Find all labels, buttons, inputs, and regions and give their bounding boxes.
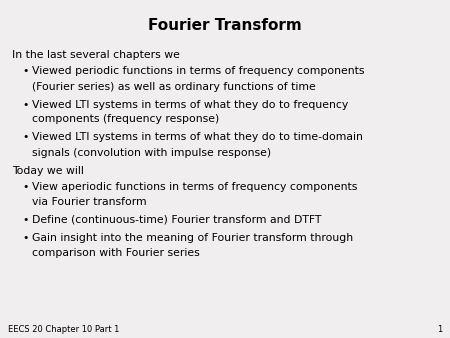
Text: In the last several chapters we: In the last several chapters we	[12, 50, 180, 60]
Text: EECS 20 Chapter 10 Part 1: EECS 20 Chapter 10 Part 1	[8, 325, 119, 334]
Text: •: •	[22, 182, 28, 192]
Text: •: •	[22, 67, 28, 76]
Text: 1: 1	[437, 325, 442, 334]
Text: via Fourier transform: via Fourier transform	[32, 197, 147, 207]
Text: (Fourier series) as well as ordinary functions of time: (Fourier series) as well as ordinary fun…	[32, 81, 316, 92]
Text: Viewed periodic functions in terms of frequency components: Viewed periodic functions in terms of fr…	[32, 67, 365, 76]
Text: signals (convolution with impulse response): signals (convolution with impulse respon…	[32, 147, 271, 158]
Text: View aperiodic functions in terms of frequency components: View aperiodic functions in terms of fre…	[32, 182, 357, 192]
Text: •: •	[22, 132, 28, 143]
Text: Gain insight into the meaning of Fourier transform through: Gain insight into the meaning of Fourier…	[32, 233, 353, 243]
Text: components (frequency response): components (frequency response)	[32, 115, 219, 124]
Text: comparison with Fourier series: comparison with Fourier series	[32, 248, 200, 258]
Text: •: •	[22, 99, 28, 110]
Text: Fourier Transform: Fourier Transform	[148, 18, 302, 33]
Text: Today we will: Today we will	[12, 166, 84, 175]
Text: •: •	[22, 233, 28, 243]
Text: •: •	[22, 215, 28, 225]
Text: Define (continuous-time) Fourier transform and DTFT: Define (continuous-time) Fourier transfo…	[32, 215, 321, 225]
Text: Viewed LTI systems in terms of what they do to frequency: Viewed LTI systems in terms of what they…	[32, 99, 348, 110]
Text: Viewed LTI systems in terms of what they do to time-domain: Viewed LTI systems in terms of what they…	[32, 132, 363, 143]
